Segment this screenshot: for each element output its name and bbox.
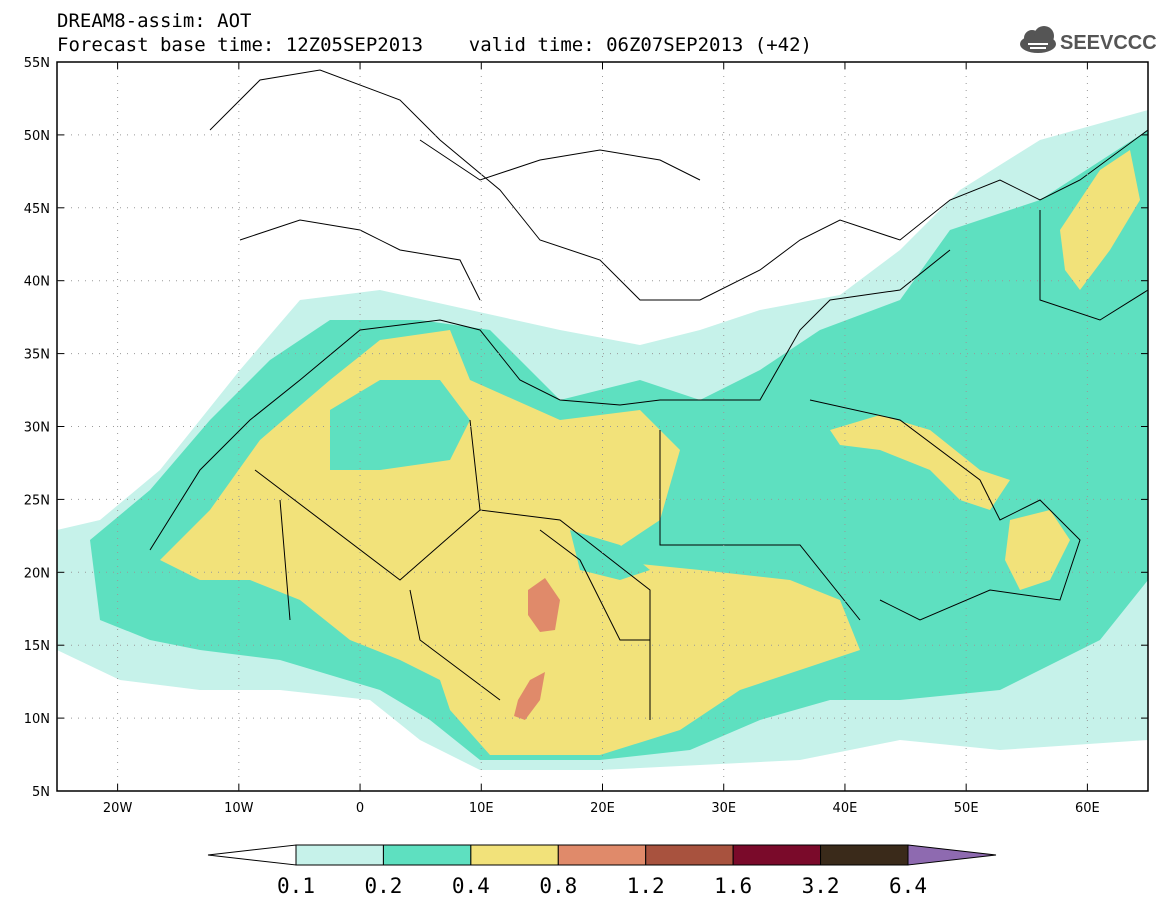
- colorbar-over-triangle: [907, 844, 997, 866]
- colorbar-label: 0.4: [452, 874, 490, 898]
- colorbar-label: 1.2: [627, 874, 665, 898]
- x-tick-label: 0: [356, 801, 364, 816]
- y-tick-label: 45N: [24, 202, 50, 217]
- y-tick-label: 40N: [24, 275, 50, 290]
- y-tick-label: 50N: [24, 129, 50, 144]
- y-tick-label: 20N: [24, 566, 50, 581]
- x-tick-label: 20E: [590, 801, 615, 816]
- y-tick-label: 25N: [24, 493, 50, 508]
- colorbar-label: 0.8: [539, 874, 577, 898]
- colorbar-label: 0.1: [277, 874, 315, 898]
- y-axis: 55N 50N 45N 40N 35N 30N 25N 20N 15N 10N 5N: [24, 56, 1148, 800]
- colorbar-label: 1.6: [714, 874, 752, 898]
- colorbar-swatch: [732, 844, 822, 866]
- aot-band-0.4-caspian: [1060, 150, 1140, 290]
- logo-text: SEEVCCC: [1060, 32, 1156, 54]
- x-tick-label: 10E: [469, 801, 494, 816]
- colorbar-label: 0.2: [364, 874, 402, 898]
- colorbar-swatch: [295, 844, 384, 866]
- colorbar-swatch: [382, 844, 472, 866]
- forecast-time-line: Forecast base time: 12Z05SEP2013 valid t…: [57, 34, 812, 56]
- colorbar-swatch: [645, 844, 734, 866]
- y-tick-label: 55N: [24, 56, 50, 71]
- aot-band-0.4-arabia: [830, 415, 1010, 510]
- gridlines: [57, 62, 1148, 791]
- y-tick-label: 10N: [24, 712, 50, 727]
- aot-low-algeria: [330, 380, 470, 470]
- y-tick-label: 35N: [24, 348, 50, 363]
- colorbar-label: 6.4: [889, 874, 927, 898]
- colorbar-swatch: [470, 844, 559, 866]
- x-tick-label: 50E: [954, 801, 979, 816]
- country-borders: [149, 69, 1149, 720]
- colorbar-swatch: [820, 844, 909, 866]
- aot-low-sudan: [570, 530, 650, 580]
- x-axis: 20W 10W 0 10E 20E 30E 40E 50E 60E: [103, 62, 1100, 816]
- aot-band-0.4-oman: [1005, 510, 1070, 590]
- x-tick-label: 30E: [711, 801, 736, 816]
- y-tick-label: 15N: [24, 639, 50, 654]
- aot-band-0.8-chad: [528, 578, 560, 632]
- colorbar-under-triangle: [207, 844, 297, 866]
- x-tick-label: 20W: [103, 801, 133, 816]
- colorbar-label: 3.2: [802, 874, 840, 898]
- x-tick-label: 60E: [1075, 801, 1100, 816]
- colorbar: 0.1 0.2 0.4 0.8 1.2 1.6 3.2 6.4: [207, 844, 997, 898]
- aot-band-0.8-cameroon: [514, 672, 545, 720]
- y-tick-label: 30N: [24, 421, 50, 436]
- map-title: DREAM8-assim: AOT: [57, 10, 252, 32]
- seevccc-logo: SEEVCCC: [1020, 26, 1156, 54]
- cloud-icon: [1020, 26, 1056, 53]
- x-tick-label: 10W: [224, 801, 254, 816]
- x-tick-label: 40E: [833, 801, 858, 816]
- colorbar-swatch: [557, 844, 647, 866]
- y-tick-label: 5N: [32, 785, 50, 800]
